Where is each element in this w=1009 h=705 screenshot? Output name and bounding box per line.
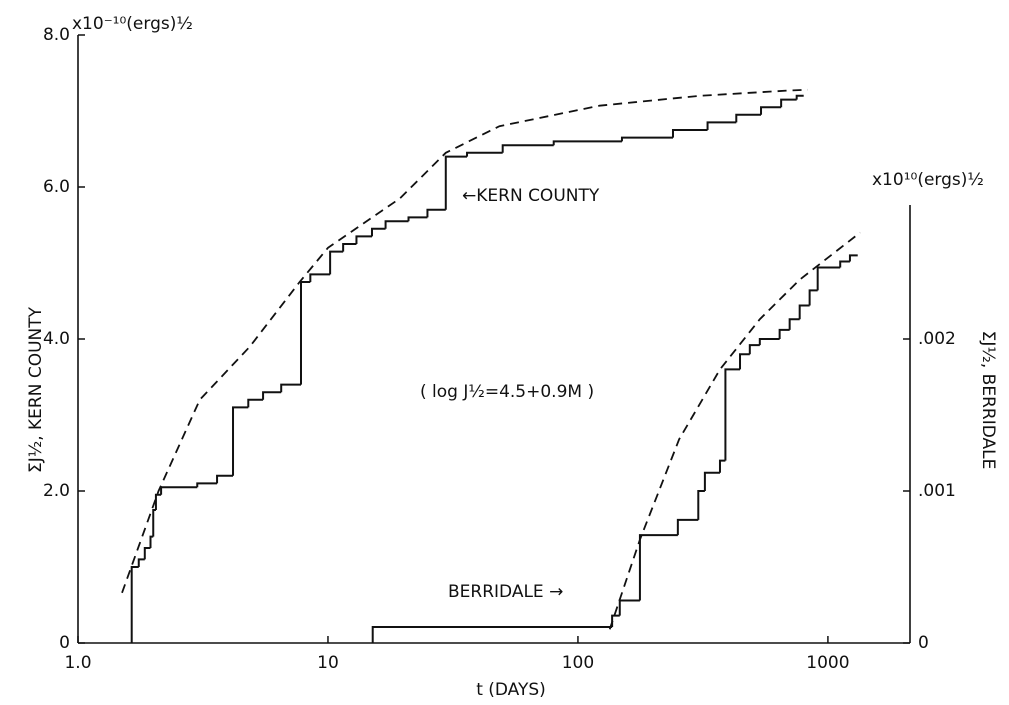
- step: [552, 140, 622, 146]
- y2-tick-label: .002: [918, 329, 956, 349]
- y2-axis-label: ΣJ½, BERRIDALE: [978, 331, 998, 470]
- step: [407, 216, 428, 222]
- step: [384, 220, 409, 229]
- fit-curve: [608, 231, 861, 630]
- y-axis-label: ΣJ½, KERN COUNTY: [26, 306, 46, 473]
- step: [758, 338, 780, 346]
- step: [780, 98, 797, 108]
- y-tick-label: 2.0: [43, 481, 70, 501]
- step: [152, 509, 156, 537]
- y2-tick-label: 0: [918, 633, 929, 653]
- step: [143, 547, 151, 560]
- step: [816, 266, 841, 291]
- step: [247, 398, 264, 408]
- step: [342, 243, 357, 252]
- step: [280, 383, 301, 393]
- x-tick-label: 100: [562, 653, 594, 673]
- y2-tick-label: .001: [918, 481, 956, 501]
- step: [329, 250, 344, 275]
- step: [160, 486, 198, 495]
- step: [466, 151, 503, 157]
- step: [501, 144, 554, 153]
- step: [718, 459, 726, 473]
- step: [196, 482, 218, 488]
- step: [760, 106, 782, 115]
- step: [808, 289, 818, 306]
- step: [262, 391, 282, 400]
- fit-curve: [121, 88, 808, 594]
- step: [154, 493, 162, 510]
- step: [697, 490, 705, 520]
- y-tick-label: 4.0: [43, 329, 70, 349]
- step: [703, 471, 720, 491]
- step: [748, 344, 760, 355]
- annotation: ←KERN COUNTY: [462, 186, 600, 206]
- step: [371, 626, 613, 643]
- step: [299, 281, 311, 385]
- step: [355, 235, 372, 244]
- y-tick-label: 0: [59, 633, 70, 653]
- step: [638, 534, 678, 601]
- step: [706, 121, 737, 130]
- step: [848, 254, 858, 262]
- step: [671, 129, 708, 138]
- y-unit: x10⁻¹⁰(ergs)½: [72, 14, 193, 34]
- annotation: BERRIDALE →: [448, 582, 563, 602]
- step: [839, 260, 850, 268]
- step: [739, 353, 750, 370]
- step: [620, 136, 673, 142]
- step: [309, 273, 331, 282]
- step: [149, 535, 154, 548]
- x-tick-label: 1000: [806, 653, 849, 673]
- step: [426, 208, 446, 218]
- step: [676, 518, 699, 536]
- step: [130, 566, 139, 643]
- step: [778, 328, 790, 339]
- y-tick-label: 6.0: [43, 177, 70, 197]
- step: [137, 558, 145, 567]
- x-tick-label: 10: [317, 653, 339, 673]
- step: [788, 318, 800, 330]
- y2-unit: x10¹⁰(ergs)½: [872, 170, 984, 190]
- step: [618, 599, 640, 616]
- y-tick-label: 8.0: [43, 25, 70, 45]
- step: [735, 113, 762, 123]
- x-axis-label: t (DAYS): [476, 680, 546, 700]
- step: [444, 155, 468, 210]
- step: [370, 227, 386, 237]
- step: [232, 406, 249, 476]
- x-tick-label: 1.0: [64, 653, 91, 673]
- step: [795, 94, 804, 100]
- step: [724, 368, 741, 461]
- step: [798, 304, 810, 320]
- step: [216, 474, 234, 484]
- annotation: ( log J½=4.5+0.9M ): [420, 382, 594, 402]
